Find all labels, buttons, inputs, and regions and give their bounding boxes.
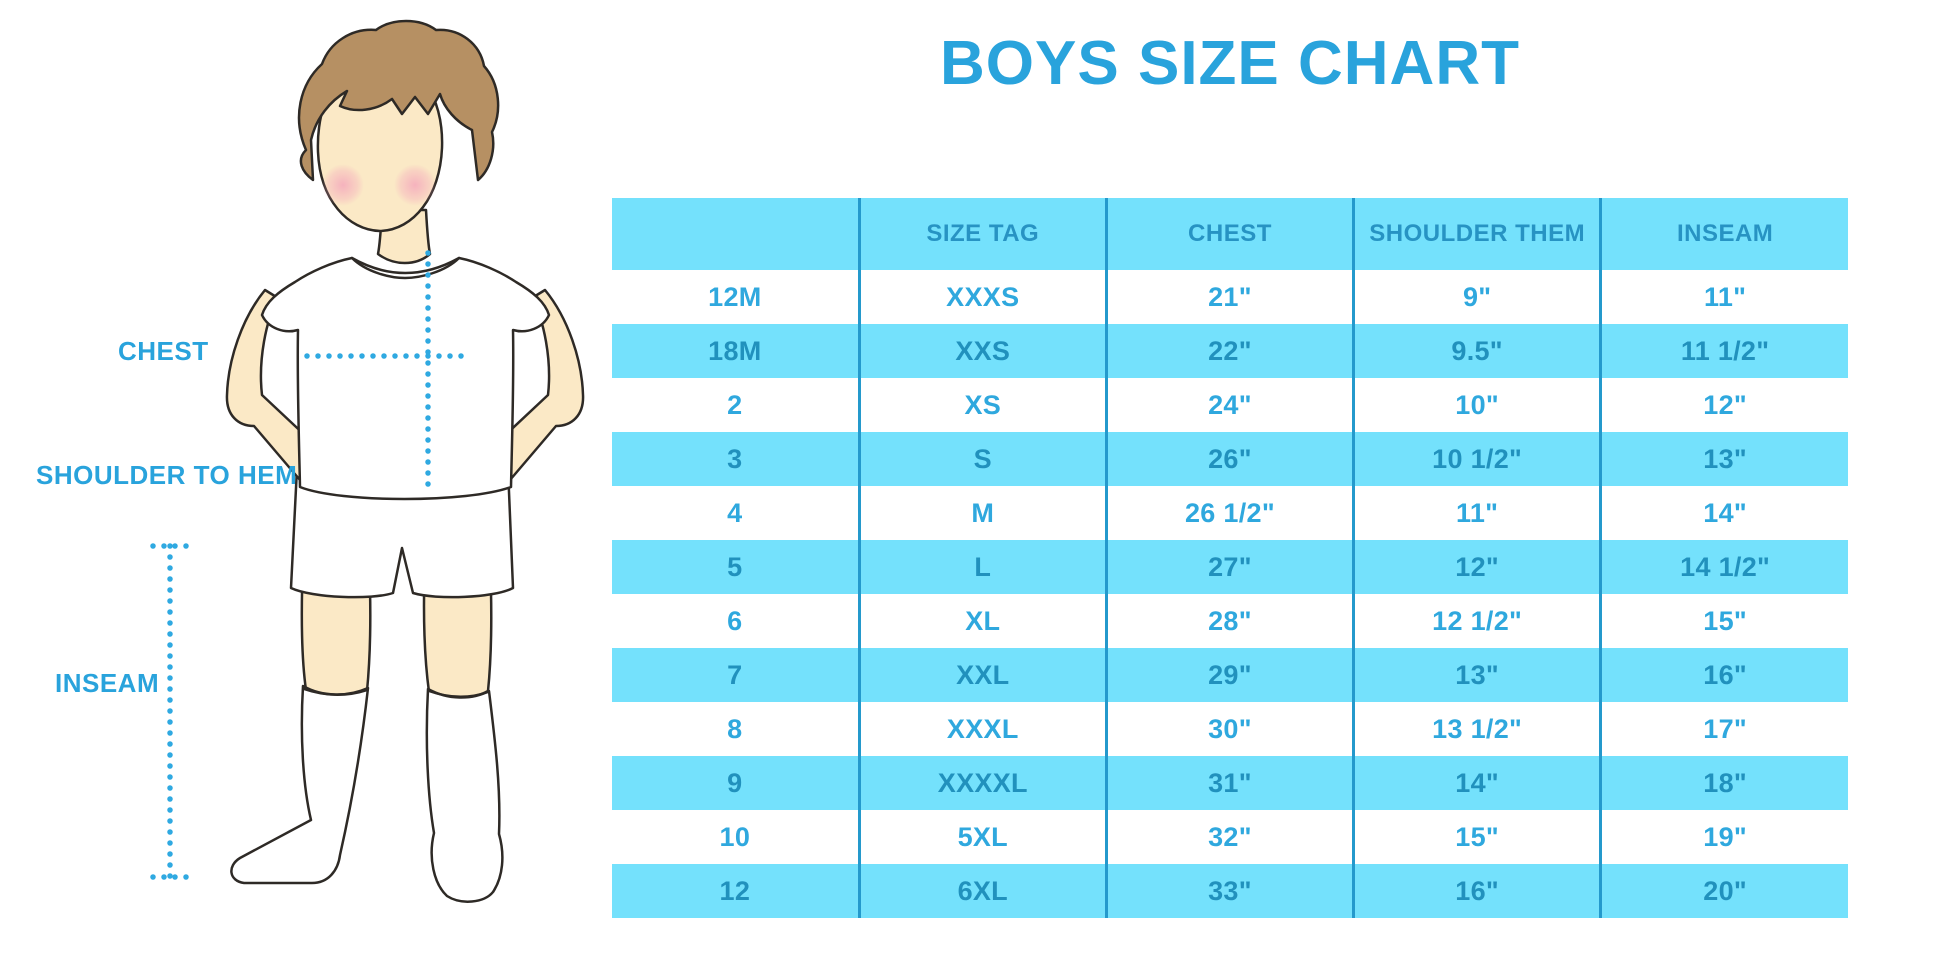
size-cell: 9	[612, 756, 860, 810]
size-cell: 14"	[1599, 486, 1848, 540]
size-cell: XXS	[857, 324, 1107, 378]
boy-cheek-left	[322, 164, 364, 206]
header-cell-chest: CHEST	[1104, 198, 1354, 270]
size-cell: XL	[857, 594, 1107, 648]
size-cell: 15"	[1352, 810, 1601, 864]
table-row: 2 XS 24" 10" 12"	[612, 378, 1848, 432]
size-cell: 18M	[612, 324, 860, 378]
table-row: 10 5XL 32" 15" 19"	[612, 810, 1848, 864]
size-cell: 16"	[1599, 648, 1848, 702]
size-cell: XS	[857, 378, 1107, 432]
boy-socks	[230, 684, 504, 903]
size-cell: 20"	[1599, 864, 1848, 918]
size-cell: 11"	[1599, 270, 1848, 324]
size-cell: 17"	[1599, 702, 1848, 756]
table-row: 5 L 27" 12" 14 1/2"	[612, 540, 1848, 594]
size-cell: 4	[612, 486, 860, 540]
boy-hair	[297, 19, 500, 182]
size-cell: XXL	[857, 648, 1107, 702]
size-cell: 32"	[1104, 810, 1354, 864]
size-cell: 2	[612, 378, 860, 432]
size-cell: 31"	[1104, 756, 1354, 810]
size-cell: 11"	[1352, 486, 1601, 540]
table-header: SIZE TAG CHEST SHOULDER THEM INSEAM	[612, 198, 1848, 270]
table-row: 4 M 26 1/2" 11" 14"	[612, 486, 1848, 540]
size-cell: M	[857, 486, 1107, 540]
table-row: 12 6XL 33" 16" 20"	[612, 864, 1848, 918]
boy-cheek-right	[394, 164, 436, 206]
size-cell: 26 1/2"	[1104, 486, 1354, 540]
size-cell: 13"	[1599, 432, 1848, 486]
size-cell: 9.5"	[1352, 324, 1601, 378]
size-cell: 7	[612, 648, 860, 702]
size-cell: 6XL	[857, 864, 1107, 918]
table-row: 6 XL 28" 12 1/2" 15"	[612, 594, 1848, 648]
size-cell: 27"	[1104, 540, 1354, 594]
table-row: 8 XXXL 30" 13 1/2" 17"	[612, 702, 1848, 756]
size-cell: 3	[612, 432, 860, 486]
table-row: 7 XXL 29" 13" 16"	[612, 648, 1848, 702]
size-cell: 5	[612, 540, 860, 594]
size-cell: 12M	[612, 270, 860, 324]
size-cell: 10	[612, 810, 860, 864]
size-cell: S	[857, 432, 1107, 486]
table-row: 3 S 26" 10 1/2" 13"	[612, 432, 1848, 486]
size-cell: 13"	[1352, 648, 1601, 702]
size-cell: 12"	[1352, 540, 1601, 594]
header-cell-inseam: INSEAM	[1599, 198, 1848, 270]
size-cell: L	[857, 540, 1107, 594]
size-cell: 12	[612, 864, 860, 918]
header-cell-size	[612, 198, 860, 270]
inseam-measure-line	[150, 543, 193, 880]
size-cell: 5XL	[857, 810, 1107, 864]
page-title: BOYS SIZE CHART	[940, 29, 1520, 98]
size-cell: XXXL	[857, 702, 1107, 756]
size-cell: 10"	[1352, 378, 1601, 432]
boy-illustration	[150, 19, 585, 903]
table-row: 18M XXS 22" 9.5" 11 1/2"	[612, 324, 1848, 378]
size-cell: 9"	[1352, 270, 1601, 324]
boy-shirt	[260, 256, 551, 501]
size-cell: 28"	[1104, 594, 1354, 648]
inseam-label: INSEAM	[55, 668, 160, 698]
table-row: 12M XXXS 21" 9" 11"	[612, 270, 1848, 324]
table-row: 9 XXXXL 31" 14" 18"	[612, 756, 1848, 810]
size-cell: 13 1/2"	[1352, 702, 1601, 756]
size-cell: 11 1/2"	[1599, 324, 1848, 378]
shoulder-to-hem-label: SHOULDER TO HEM	[36, 460, 298, 490]
size-cell: 22"	[1104, 324, 1354, 378]
boy-arms	[225, 288, 585, 482]
size-cell: 12"	[1599, 378, 1848, 432]
header-cell-size-tag: SIZE TAG	[857, 198, 1107, 270]
size-cell: XXXS	[857, 270, 1107, 324]
size-cell: 10 1/2"	[1352, 432, 1601, 486]
size-cell: 26"	[1104, 432, 1354, 486]
size-cell: XXXXL	[857, 756, 1107, 810]
chest-label: CHEST	[118, 336, 209, 366]
size-cell: 24"	[1104, 378, 1354, 432]
size-cell: 14 1/2"	[1599, 540, 1848, 594]
size-cell: 33"	[1104, 864, 1354, 918]
header-cell-shoulder-them: SHOULDER THEM	[1352, 198, 1601, 270]
size-cell: 18"	[1599, 756, 1848, 810]
boy-shirt-collar	[350, 256, 461, 275]
size-cell: 19"	[1599, 810, 1848, 864]
boy-shorts	[289, 466, 515, 599]
size-chart-table: SIZE TAG CHEST SHOULDER THEM INSEAM 12M X…	[612, 198, 1848, 918]
size-cell: 15"	[1599, 594, 1848, 648]
size-cell: 21"	[1104, 270, 1354, 324]
size-cell: 16"	[1352, 864, 1601, 918]
size-cell: 30"	[1104, 702, 1354, 756]
table-header-row: SIZE TAG CHEST SHOULDER THEM INSEAM	[612, 198, 1848, 270]
size-cell: 12 1/2"	[1352, 594, 1601, 648]
size-cell: 6	[612, 594, 860, 648]
size-cell: 14"	[1352, 756, 1601, 810]
size-cell: 8	[612, 702, 860, 756]
size-cell: 29"	[1104, 648, 1354, 702]
table-body: 12M XXXS 21" 9" 11" 18M XXS 22" 9.5" 11 1/2" 2 XS 24…	[612, 270, 1848, 918]
